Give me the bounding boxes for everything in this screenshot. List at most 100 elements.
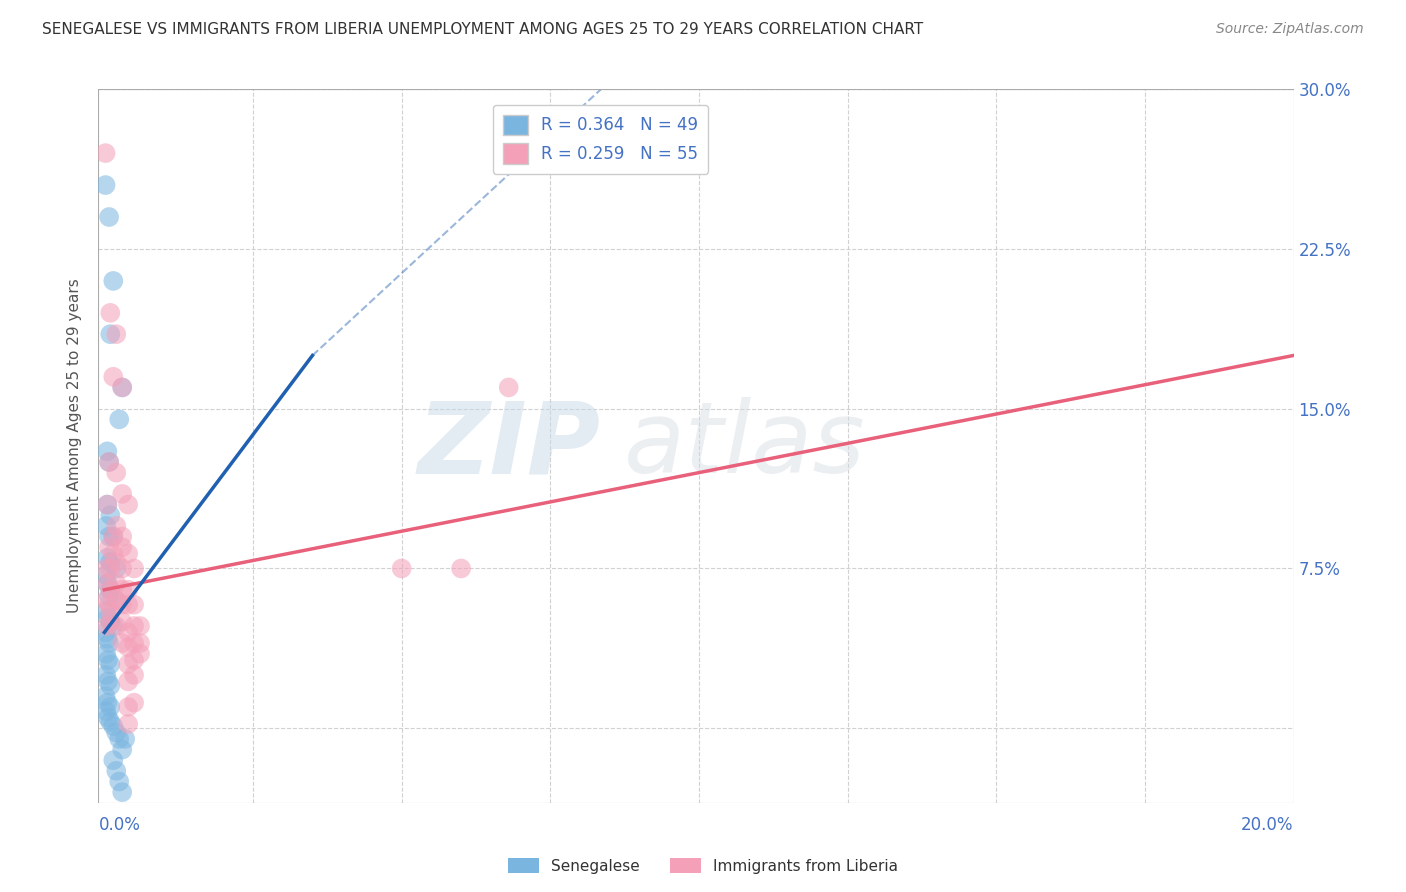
Point <box>97 610 120 624</box>
Point <box>111 561 134 575</box>
Point <box>98 679 121 693</box>
Point <box>391 561 413 575</box>
Point <box>96 550 118 565</box>
Point <box>108 774 131 789</box>
Point <box>98 604 121 618</box>
Point <box>98 700 121 714</box>
Point <box>97 710 120 724</box>
Point <box>94 593 117 607</box>
Text: ZIP: ZIP <box>418 398 600 494</box>
Point <box>94 178 117 192</box>
Point <box>103 274 125 288</box>
Point <box>103 619 125 633</box>
Point <box>96 619 118 633</box>
Point <box>96 498 118 512</box>
Point <box>98 615 121 629</box>
Point <box>98 657 121 672</box>
Point <box>94 604 117 618</box>
Point <box>122 619 145 633</box>
Point <box>105 327 128 342</box>
Legend: R = 0.364   N = 49, R = 0.259   N = 55: R = 0.364 N = 49, R = 0.259 N = 55 <box>492 104 709 174</box>
Point <box>114 731 136 746</box>
Point <box>96 576 118 591</box>
Point <box>94 625 117 640</box>
Point <box>105 561 128 575</box>
Point <box>98 210 121 224</box>
Point <box>498 380 520 394</box>
Point <box>105 725 128 739</box>
Point <box>117 598 139 612</box>
Point <box>111 380 134 394</box>
Point <box>117 498 139 512</box>
Point <box>96 576 118 591</box>
Point <box>96 632 118 646</box>
Point <box>111 540 134 554</box>
Point <box>94 567 117 582</box>
Point <box>96 498 118 512</box>
Point <box>117 547 139 561</box>
Text: 20.0%: 20.0% <box>1241 816 1294 834</box>
Point <box>129 636 152 650</box>
Point <box>122 653 145 667</box>
Point <box>98 306 121 320</box>
Point <box>103 369 125 384</box>
Point <box>111 582 134 597</box>
Text: 0.0%: 0.0% <box>98 816 141 834</box>
Point <box>98 455 121 469</box>
Text: Source: ZipAtlas.com: Source: ZipAtlas.com <box>1216 22 1364 37</box>
Point <box>122 598 145 612</box>
Point <box>98 714 121 729</box>
Text: SENEGALESE VS IMMIGRANTS FROM LIBERIA UNEMPLOYMENT AMONG AGES 25 TO 29 YEARS COR: SENEGALESE VS IMMIGRANTS FROM LIBERIA UN… <box>42 22 924 37</box>
Point <box>105 466 128 480</box>
Point <box>108 731 131 746</box>
Point <box>122 561 145 575</box>
Point <box>98 582 121 597</box>
Point <box>105 519 128 533</box>
Point <box>97 653 120 667</box>
Point <box>450 561 472 575</box>
Point <box>98 555 121 569</box>
Point <box>96 696 118 710</box>
Point <box>105 764 128 778</box>
Point <box>117 717 139 731</box>
Point <box>111 380 134 394</box>
Point <box>96 444 118 458</box>
Point <box>98 598 121 612</box>
Point <box>103 719 125 733</box>
Point <box>94 647 117 661</box>
Point <box>111 529 134 543</box>
Point <box>94 519 117 533</box>
Point <box>98 327 121 342</box>
Point <box>98 529 121 543</box>
Y-axis label: Unemployment Among Ages 25 to 29 years: Unemployment Among Ages 25 to 29 years <box>67 278 83 614</box>
Point <box>122 636 145 650</box>
Point <box>105 555 128 569</box>
Point <box>94 690 117 704</box>
Point <box>111 487 134 501</box>
Point <box>103 547 125 561</box>
Point <box>94 561 117 575</box>
Point <box>98 582 121 597</box>
Point <box>129 619 152 633</box>
Point <box>98 455 121 469</box>
Point <box>111 598 134 612</box>
Point <box>94 146 117 161</box>
Point <box>117 582 139 597</box>
Point <box>105 593 128 607</box>
Point <box>111 615 134 629</box>
Point <box>122 696 145 710</box>
Point <box>103 529 125 543</box>
Point <box>98 540 121 554</box>
Point <box>129 647 152 661</box>
Point <box>105 576 128 591</box>
Point <box>117 640 139 655</box>
Point <box>98 508 121 523</box>
Point <box>111 785 134 799</box>
Point <box>108 412 131 426</box>
Point <box>94 668 117 682</box>
Point <box>111 636 134 650</box>
Point <box>98 636 121 650</box>
Point <box>111 742 134 756</box>
Point <box>98 615 121 629</box>
Point <box>94 704 117 718</box>
